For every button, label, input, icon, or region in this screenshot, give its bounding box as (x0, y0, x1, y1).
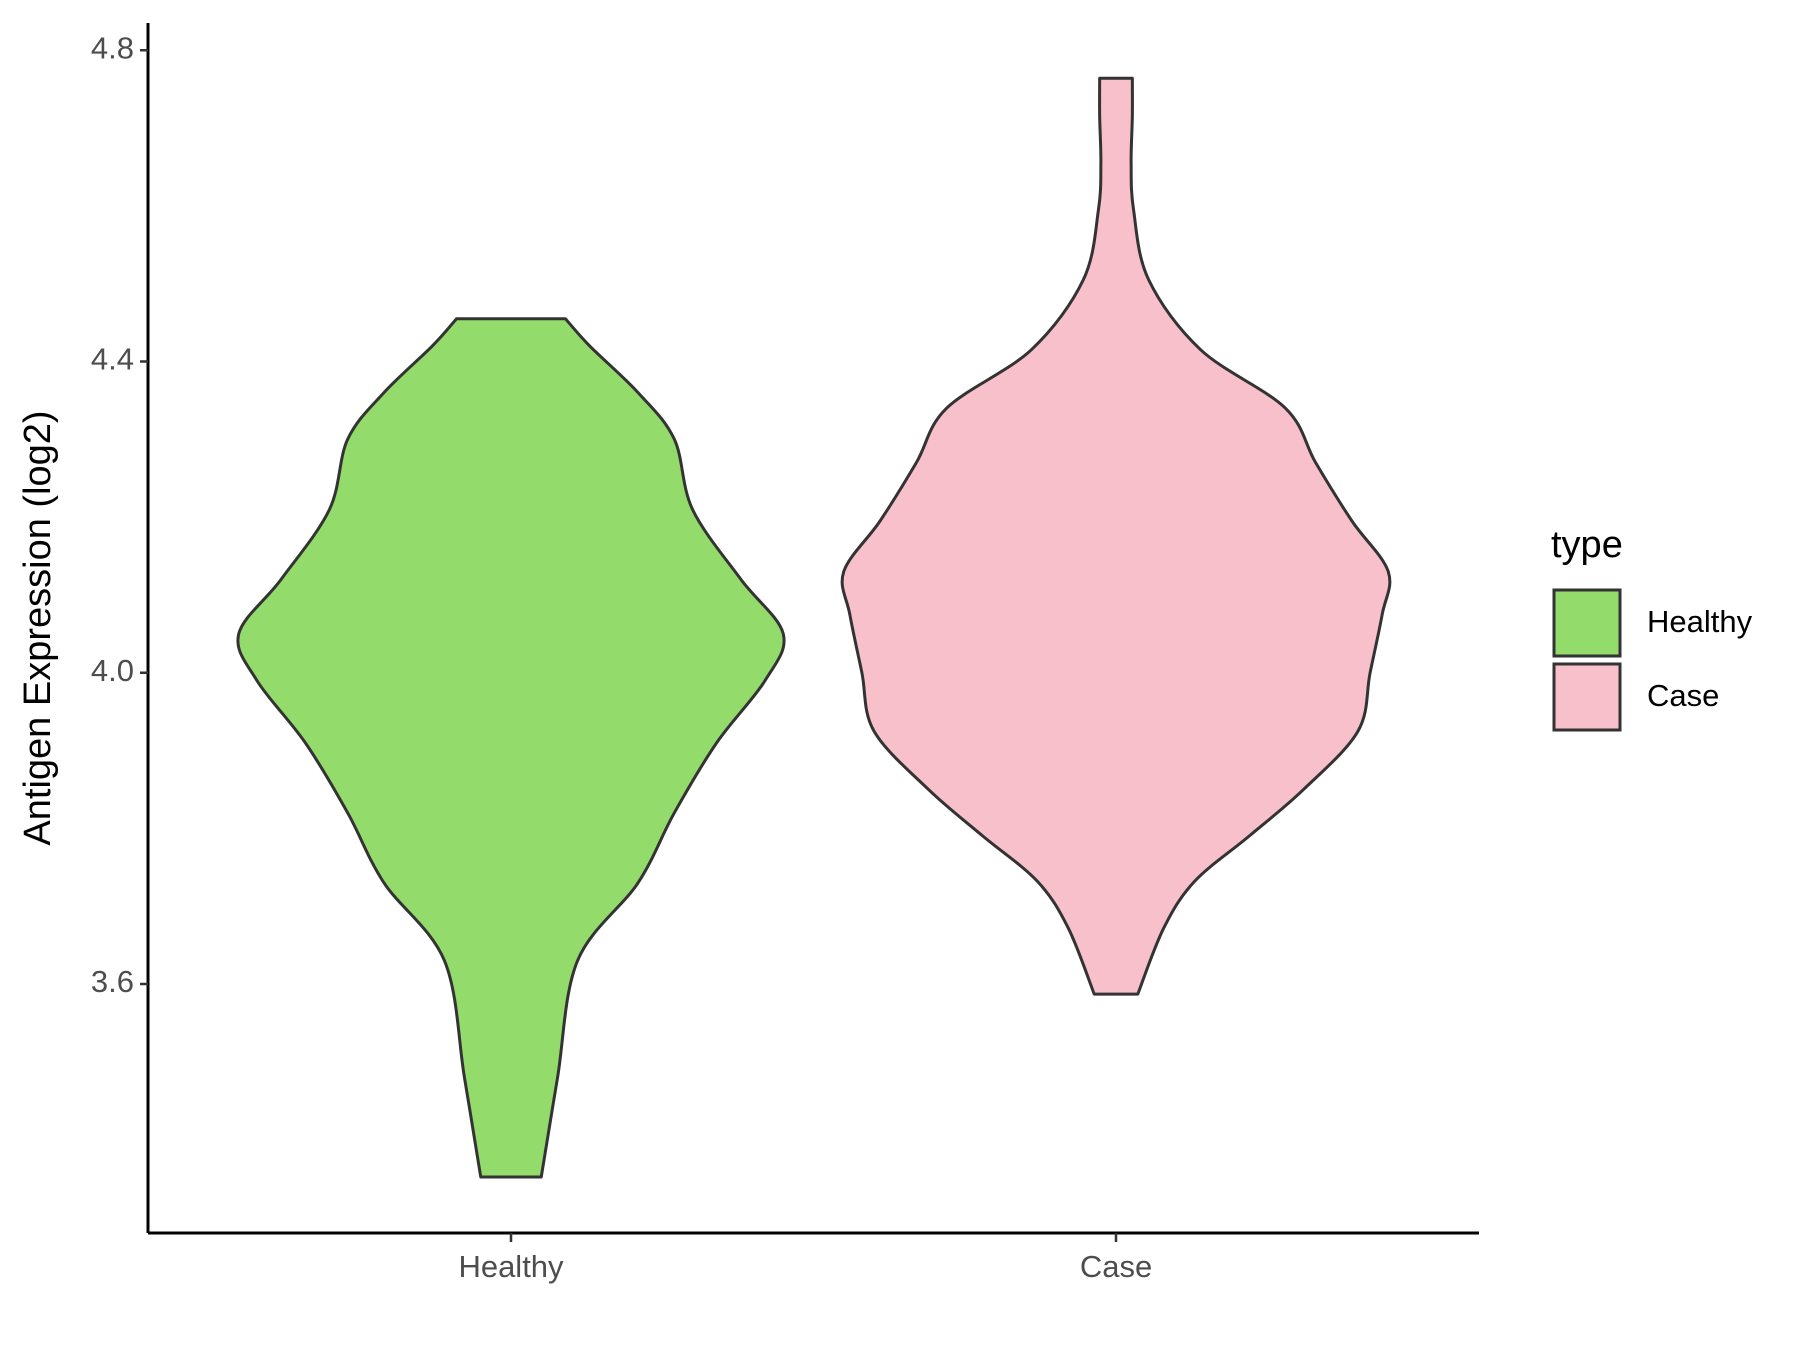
y-tick-label: 4.8 (91, 30, 134, 65)
y-axis-title: Antigen Expression (log2) (17, 410, 59, 845)
y-tick-label: 4.0 (91, 653, 134, 688)
legend-key (1552, 588, 1622, 658)
y-tick-label: 3.6 (91, 964, 134, 999)
x-tick-label: Case (1080, 1249, 1152, 1284)
x-tick-label: Healthy (458, 1249, 564, 1284)
legend-label: Healthy (1647, 604, 1753, 639)
legend-label: Case (1647, 678, 1719, 713)
violin (236, 317, 786, 1179)
legend-key (1552, 662, 1622, 732)
legend-title: type (1551, 524, 1623, 566)
violin (840, 76, 1392, 996)
y-tick-label: 4.4 (91, 342, 134, 377)
